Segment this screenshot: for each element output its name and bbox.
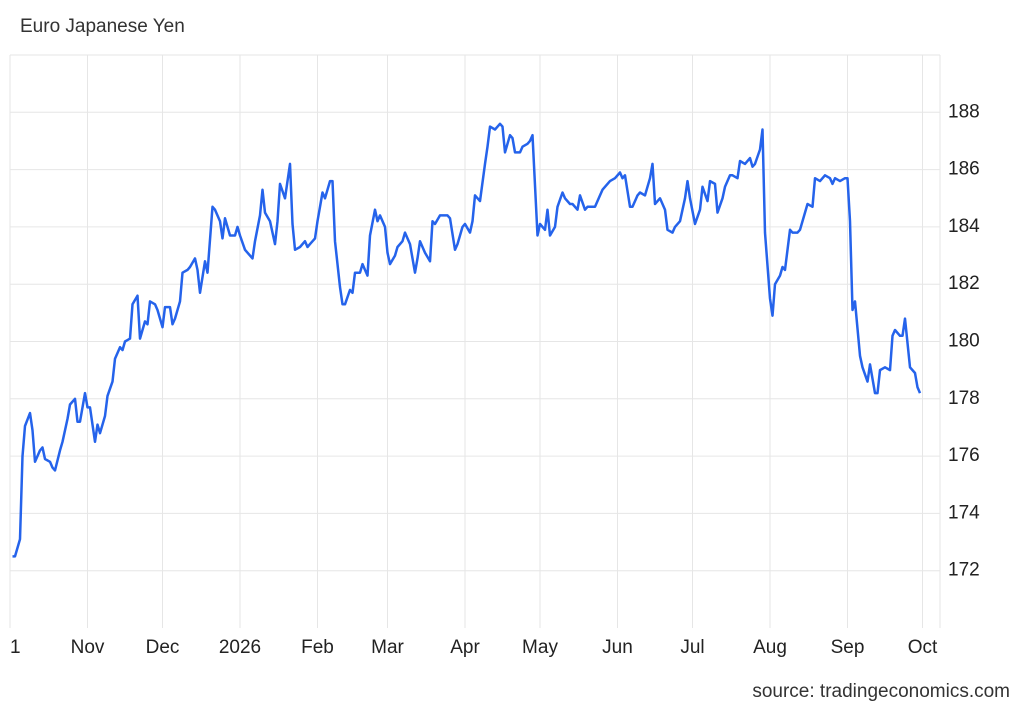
x-tick-label: Feb [301, 637, 334, 658]
x-tick-label: Dec [146, 637, 180, 658]
y-tick-label: 176 [948, 445, 980, 466]
y-tick-label: 184 [948, 216, 980, 237]
x-tick-label: 2026 [219, 637, 261, 658]
x-tick-label: Apr [450, 637, 480, 658]
chart-title: Euro Japanese Yen [20, 16, 185, 37]
x-tick-label: Oct [908, 637, 938, 658]
price-line [12, 122, 922, 558]
y-tick-label: 180 [948, 331, 980, 352]
y-tick-label: 186 [948, 159, 980, 180]
x-tick-label: Jul [680, 637, 704, 658]
y-tick-label: 172 [948, 560, 980, 581]
x-tick-label: Jun [602, 637, 633, 658]
y-tick-label: 178 [948, 388, 980, 409]
source-note: source: tradingeconomics.com [752, 681, 1010, 702]
y-tick-label: 182 [948, 273, 980, 294]
x-tick-label: 1 [10, 637, 21, 658]
x-tick-label: Sep [831, 637, 865, 658]
y-tick-label: 174 [948, 502, 980, 523]
x-tick-label: Aug [753, 637, 787, 658]
x-tick-label: May [522, 637, 558, 658]
x-tick-label: Nov [71, 637, 105, 658]
x-tick-label: Mar [371, 637, 404, 658]
y-tick-label: 188 [948, 101, 980, 122]
